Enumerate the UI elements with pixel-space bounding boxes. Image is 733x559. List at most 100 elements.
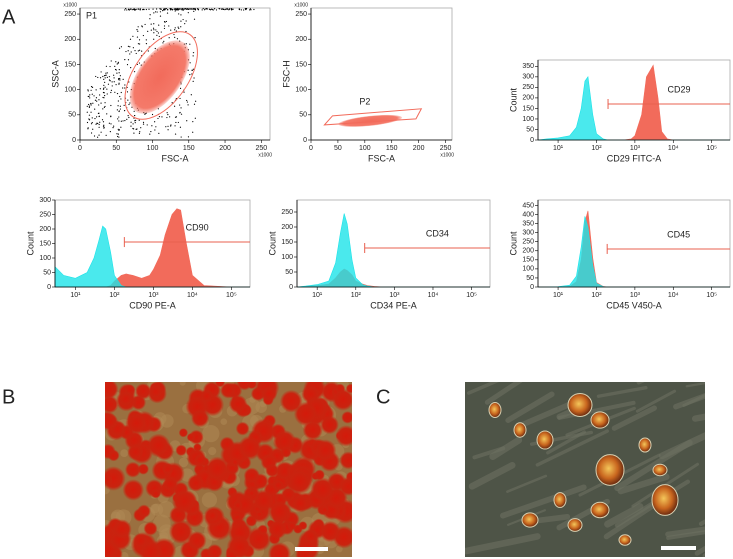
y-tick-label: 100 [522, 116, 534, 123]
event-dot [150, 130, 152, 133]
y-tick-label: 150 [522, 105, 534, 112]
event-dot [137, 30, 139, 32]
y-tick-label: 0 [530, 284, 534, 291]
event-dot [163, 27, 166, 30]
y-tick-label: 350 [522, 220, 534, 227]
event-dot [185, 20, 187, 22]
event-dot [109, 80, 111, 82]
event-dot [211, 8, 213, 10]
x-tick-label: 10³ [630, 292, 641, 299]
event-dot [145, 39, 147, 41]
fibroblast [617, 473, 670, 495]
event-dot [122, 120, 124, 122]
event-dot [106, 93, 108, 95]
stained-cell [298, 521, 308, 531]
event-dot [180, 8, 182, 10]
fibroblast [658, 432, 705, 460]
event-dot [177, 26, 179, 28]
fibroblast [468, 461, 516, 490]
event-dot [123, 110, 126, 112]
event-dot [187, 12, 189, 14]
event-dot [89, 97, 91, 99]
event-dot [115, 61, 117, 63]
stained-cell [257, 524, 269, 536]
fibroblast [596, 386, 648, 398]
event-dot [113, 125, 115, 127]
event-dot [126, 9, 128, 11]
event-dot [156, 30, 158, 33]
stained-cell [287, 521, 297, 531]
stained-cell [168, 519, 194, 544]
fibroblast [546, 430, 587, 455]
y-axis-label: Count [25, 231, 35, 256]
event-dot [120, 46, 122, 48]
event-dot [137, 43, 140, 45]
event-dot [138, 39, 141, 41]
event-dot [133, 71, 136, 73]
event-dot [138, 132, 140, 134]
event-dot [253, 8, 255, 11]
event-dot [179, 112, 181, 114]
event-dot [156, 8, 158, 10]
y-tick-label: 150 [522, 257, 534, 264]
event-dot [86, 121, 89, 124]
lipid-cell [652, 463, 668, 477]
event-dot [226, 8, 228, 10]
plot-frame [537, 59, 731, 141]
event-dot [154, 121, 156, 123]
event-dot [150, 23, 152, 25]
event-dot [231, 9, 233, 11]
event-dot [132, 47, 134, 49]
event-dot [158, 116, 161, 118]
event-dot [126, 91, 129, 93]
stained-cell [228, 394, 248, 414]
event-dot [192, 131, 194, 133]
event-dot [142, 123, 145, 125]
y-tick-label: 150 [39, 240, 51, 247]
event-dot [165, 126, 167, 128]
event-dot [112, 127, 114, 129]
event-dot [103, 106, 105, 108]
stained-cell [250, 386, 266, 401]
x-tick-label: 250 [255, 145, 267, 152]
stained-cell [105, 475, 113, 485]
event-dot [245, 8, 247, 11]
event-dot [219, 8, 221, 10]
y-tick-label: 100 [39, 255, 51, 262]
event-dot [174, 29, 176, 31]
event-dot [116, 92, 119, 95]
event-dot [175, 8, 177, 10]
x-tick-label: 10² [351, 292, 362, 299]
x-tick-label: 10¹ [312, 292, 323, 299]
event-dot [118, 68, 120, 71]
event-dot [116, 133, 118, 135]
event-dot [177, 7, 179, 10]
event-dot [144, 23, 146, 26]
x-tick-label: 0 [78, 145, 82, 152]
y-tick-label: 200 [522, 248, 534, 255]
stained-cell [280, 446, 292, 458]
gate-label: P1 [86, 10, 97, 20]
stained-cell [245, 515, 258, 527]
event-dot [126, 118, 128, 120]
y-tick-label: 0 [47, 284, 51, 291]
stained-cell [205, 509, 219, 523]
event-dot [179, 87, 182, 89]
event-dot [209, 9, 212, 11]
event-dot [134, 120, 136, 122]
event-dot [95, 75, 97, 78]
fibroblast [611, 405, 657, 431]
event-dot [238, 8, 241, 11]
event-dot [119, 105, 122, 107]
event-dot [153, 38, 155, 40]
event-dot [133, 132, 135, 134]
stained-cell [133, 533, 149, 549]
stained-cell [161, 463, 174, 475]
event-dot [97, 76, 99, 79]
event-dot [180, 14, 182, 16]
histogram-area [296, 213, 490, 288]
event-dot [98, 112, 100, 114]
stained-cell [314, 439, 337, 462]
event-dot [102, 125, 105, 127]
event-dot [102, 108, 104, 110]
